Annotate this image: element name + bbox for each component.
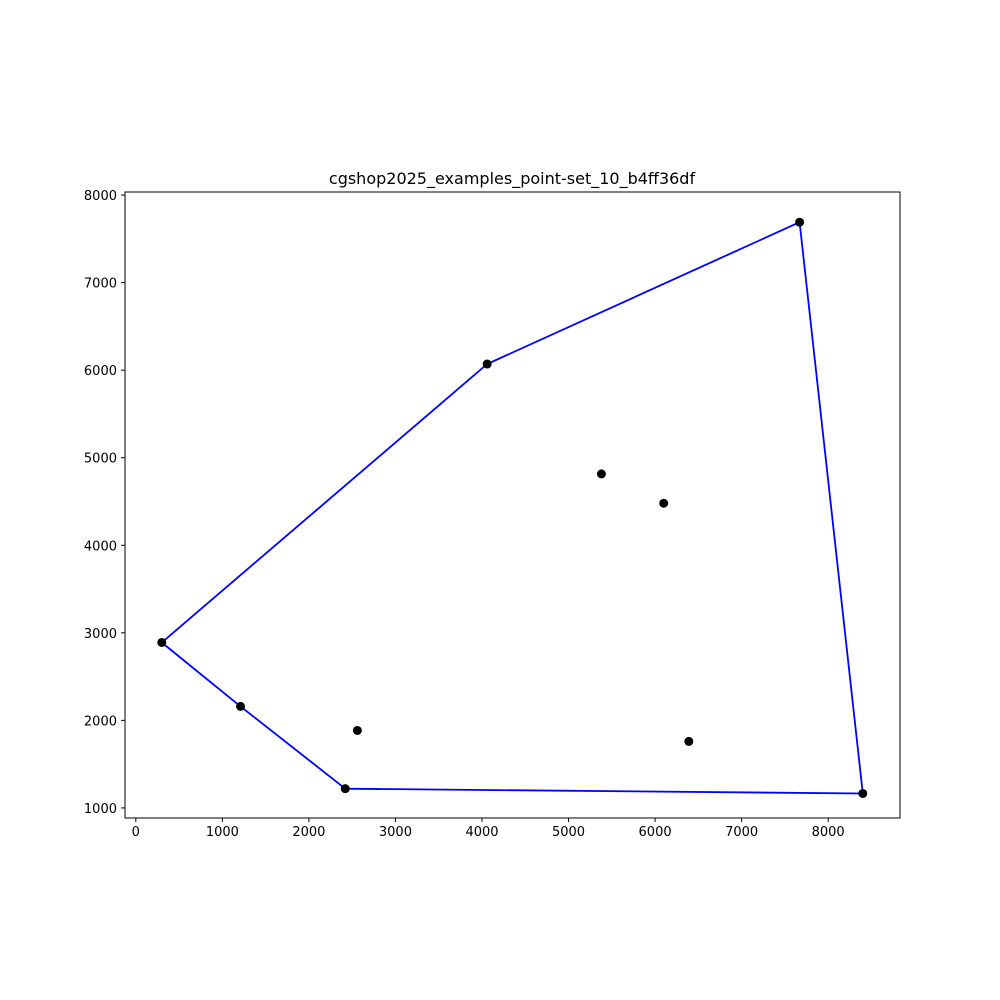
- data-point-2: [236, 701, 246, 711]
- data-point-1: [157, 637, 167, 647]
- x-tick-label-8000: 8000: [812, 825, 845, 840]
- x-tick-label-5000: 5000: [552, 825, 585, 840]
- x-tick-label-3000: 3000: [379, 825, 412, 840]
- y-tick-label-5000: 5000: [84, 452, 117, 467]
- y-tick-label-8000: 8000: [84, 189, 117, 204]
- data-point-6: [596, 469, 606, 479]
- data-point-4: [352, 725, 362, 735]
- y-tick-label-1000: 1000: [84, 802, 117, 817]
- axes-frame: [124, 191, 901, 819]
- x-tick-label-2000: 2000: [292, 825, 325, 840]
- data-point-7: [659, 498, 669, 508]
- y-tick-label-2000: 2000: [84, 714, 117, 729]
- data-point-8: [684, 736, 694, 746]
- x-tick-label-6000: 6000: [639, 825, 672, 840]
- x-tick-label-7000: 7000: [725, 825, 758, 840]
- x-tick-label-1000: 1000: [206, 825, 239, 840]
- data-point-10: [858, 788, 868, 798]
- y-tick-label-7000: 7000: [84, 277, 117, 292]
- data-point-5: [482, 359, 492, 369]
- x-tick-label-0: 0: [132, 825, 140, 840]
- x-tick-label-4000: 4000: [465, 825, 498, 840]
- y-tick-label-6000: 6000: [84, 364, 117, 379]
- plot-area: 0 1000 2000 3000 4000 5000 6000 7000 8000 1000 200…: [84, 189, 901, 840]
- data-point-3: [340, 784, 350, 794]
- data-point-9: [795, 217, 805, 227]
- chart-title: cgshop2025_examples_point-set_10_b4ff36d…: [329, 169, 696, 189]
- y-tick-label-3000: 3000: [84, 627, 117, 642]
- y-tick-label-4000: 4000: [84, 539, 117, 554]
